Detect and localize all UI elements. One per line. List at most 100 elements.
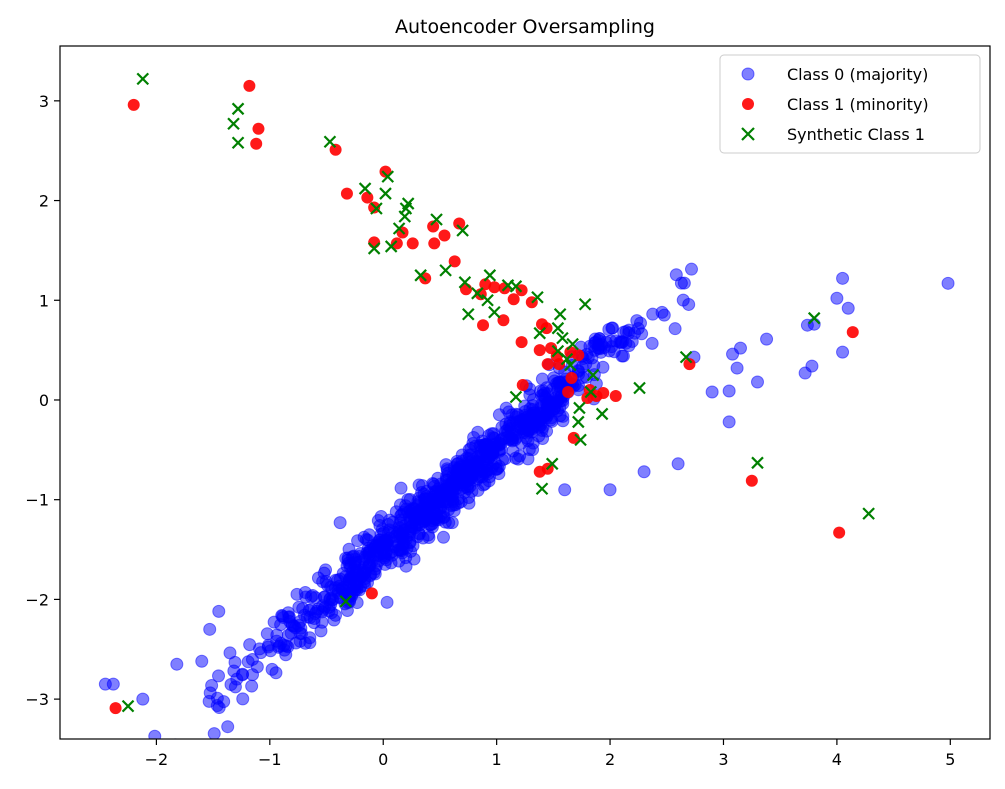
class-0-point: [342, 579, 356, 593]
class-0-point: [751, 375, 764, 389]
series-synthetic-class-1: [121, 72, 875, 713]
class-0-point: [441, 478, 455, 492]
class-1-point: [515, 336, 528, 349]
class-1-point: [361, 191, 374, 204]
class-0-point: [733, 341, 747, 355]
synthetic-point: [573, 401, 586, 415]
chart-title: Autoencoder Oversampling: [395, 16, 655, 38]
class-1-point: [572, 349, 585, 362]
class-1-point: [533, 344, 546, 357]
class-0-point: [730, 361, 744, 375]
class-0-point: [317, 566, 331, 580]
synthetic-point: [574, 433, 587, 447]
class-1-point: [329, 143, 342, 156]
class-0-point: [323, 592, 337, 606]
synthetic-point: [807, 311, 821, 325]
synthetic-point: [370, 202, 383, 215]
class-0-point: [492, 408, 506, 422]
class-0-point: [404, 520, 418, 534]
synthetic-point: [556, 331, 569, 345]
synthetic-point: [566, 337, 579, 351]
class-0-point: [419, 492, 433, 506]
x-tick-label: 1: [492, 750, 502, 769]
synthetic-point: [381, 170, 395, 183]
class-1-point: [406, 237, 419, 250]
synthetic-point: [553, 307, 567, 321]
class-0-point: [357, 553, 371, 567]
class-0-point: [223, 646, 237, 660]
class-0-point: [579, 370, 593, 384]
class-1-point: [488, 281, 501, 294]
class-0-point: [438, 515, 452, 529]
class-0-point: [830, 291, 844, 305]
class-0-point: [207, 727, 221, 739]
synthetic-point: [456, 224, 469, 237]
class-0-point: [441, 466, 455, 480]
class-0-point: [633, 316, 647, 330]
class-0-point: [669, 268, 683, 282]
class-0-point: [284, 626, 298, 640]
synthetic-point: [531, 290, 544, 304]
class-0-point: [941, 276, 955, 290]
class-0-point: [521, 412, 535, 426]
legend-label-class-1: Class 1 (minority): [787, 95, 929, 114]
class-0-point: [429, 484, 443, 498]
class-1-point: [109, 702, 122, 715]
class-0-point: [270, 634, 284, 648]
y-tick-label: −2: [25, 590, 49, 609]
synthetic-point: [231, 136, 245, 149]
legend-marker-class-0: [741, 67, 755, 81]
class-0-point: [603, 483, 617, 497]
synthetic-point: [384, 240, 398, 253]
x-tick-label: 2: [605, 750, 615, 769]
class-1-point: [427, 220, 440, 233]
synthetic-point: [339, 595, 353, 608]
class-0-point: [345, 550, 359, 564]
class-0-point: [394, 481, 408, 495]
class-1-point: [477, 319, 490, 332]
class-0-point: [371, 514, 385, 528]
class-0-point: [596, 360, 610, 374]
class-1-point: [515, 284, 528, 297]
class-1-point: [497, 314, 510, 327]
x-tick-label: 0: [378, 750, 388, 769]
legend-box: [719, 54, 981, 154]
synthetic-point: [483, 269, 497, 282]
class-0-point: [417, 514, 431, 528]
class-0-point: [260, 627, 274, 641]
x-tick-label: 4: [832, 750, 842, 769]
synthetic-point: [430, 213, 443, 226]
class-0-point: [106, 677, 120, 691]
class-0-point: [148, 729, 162, 739]
class-0-point: [422, 531, 436, 545]
legend-marker-class-1: [742, 98, 754, 110]
x-tick-label: −2: [145, 750, 169, 769]
class-0-point: [605, 321, 619, 335]
class-0-point: [657, 308, 671, 322]
class-1-point: [390, 237, 403, 250]
class-0-point: [250, 660, 264, 674]
x-tick-label: 5: [945, 750, 955, 769]
class-0-point: [327, 613, 341, 627]
class-0-point: [379, 545, 393, 559]
synthetic-point: [379, 187, 392, 200]
legend-marker-synthetic: [741, 127, 755, 141]
class-1-point: [438, 229, 451, 242]
class-0-point: [495, 420, 509, 434]
y-tick-label: −3: [25, 690, 49, 709]
class-1-point: [368, 236, 381, 249]
class-1-point: [833, 526, 846, 539]
class-0-point: [454, 474, 468, 488]
class-0-point: [646, 307, 660, 321]
synthetic-point: [584, 385, 598, 399]
class-0-point: [333, 516, 347, 530]
synthetic-point: [586, 368, 600, 382]
class-0-point: [224, 677, 238, 691]
class-0-point: [170, 657, 184, 671]
class-1-point: [428, 237, 441, 250]
class-1-point: [453, 217, 466, 230]
class-0-point: [558, 483, 572, 497]
class-0-point: [195, 654, 209, 668]
synthetic-point: [439, 264, 452, 277]
